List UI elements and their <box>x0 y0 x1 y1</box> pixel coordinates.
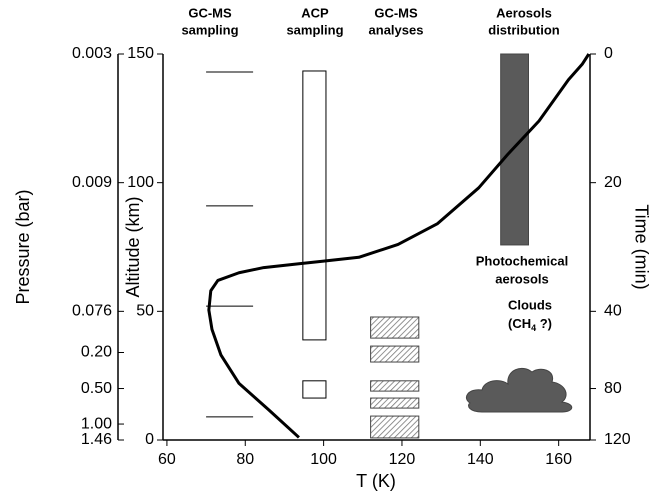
x-tick-label: 80 <box>236 451 254 468</box>
time-tick-label: 0 <box>604 45 613 62</box>
analysis-box <box>370 415 420 439</box>
annotation: aerosols <box>495 271 548 286</box>
annotation: Clouds <box>508 297 552 312</box>
acp-box <box>302 70 327 341</box>
analysis-box <box>370 316 420 339</box>
column-header: distribution <box>488 22 560 37</box>
time-tick-label: 80 <box>604 380 622 397</box>
analysis-box <box>370 380 420 392</box>
time-tick-label: 120 <box>604 431 631 448</box>
pressure-tick-label: 1.46 <box>81 431 112 448</box>
time-axis-label: Time (min) <box>631 204 651 289</box>
aerosol-band <box>500 53 529 246</box>
pressure-tick-label: 0.50 <box>81 380 112 397</box>
column-header: analyses <box>369 22 424 37</box>
analysis-box <box>370 345 420 363</box>
temperature-profile <box>207 53 591 439</box>
annotation: Photochemical <box>476 253 568 268</box>
x-tick-label: 100 <box>310 451 337 468</box>
column-header: Aerosols <box>496 5 552 20</box>
pressure-tick-label: 0.20 <box>81 344 112 361</box>
time-tick-label: 40 <box>604 303 622 320</box>
analysis-box <box>370 397 420 409</box>
column-header: ACP <box>301 5 329 20</box>
annotation-part: ?) <box>536 316 552 331</box>
column-header: sampling <box>286 22 343 37</box>
x-tick-label: 120 <box>389 451 416 468</box>
time-tick-label: 20 <box>604 174 622 191</box>
pressure-tick-label: 0.003 <box>72 45 112 62</box>
column-header: GC-MS <box>188 5 232 20</box>
pressure-tick-label: 1.00 <box>81 415 112 432</box>
y-axis-label: Altitude (km) <box>123 196 143 297</box>
cloud-icon <box>466 368 573 413</box>
pressure-tick-label: 0.009 <box>72 174 112 191</box>
x-tick-label: 160 <box>545 451 572 468</box>
column-header: sampling <box>181 22 238 37</box>
y-tick-label: 0 <box>145 431 154 448</box>
annotation: (CH4 ?) <box>508 316 552 333</box>
acp-box <box>302 380 327 399</box>
x-tick-label: 140 <box>467 451 494 468</box>
y-tick-label: 100 <box>127 174 154 191</box>
y-tick-label: 50 <box>136 303 154 320</box>
pressure-axis-label: Pressure (bar) <box>13 189 33 304</box>
annotation-subscript: 4 <box>531 323 536 333</box>
annotation-part: (CH <box>508 316 531 331</box>
column-header: GC-MS <box>374 5 418 20</box>
x-axis-label: T (K) <box>356 471 396 491</box>
x-tick-label: 60 <box>158 451 176 468</box>
y-tick-label: 150 <box>127 45 154 62</box>
pressure-tick-label: 0.076 <box>72 303 112 320</box>
